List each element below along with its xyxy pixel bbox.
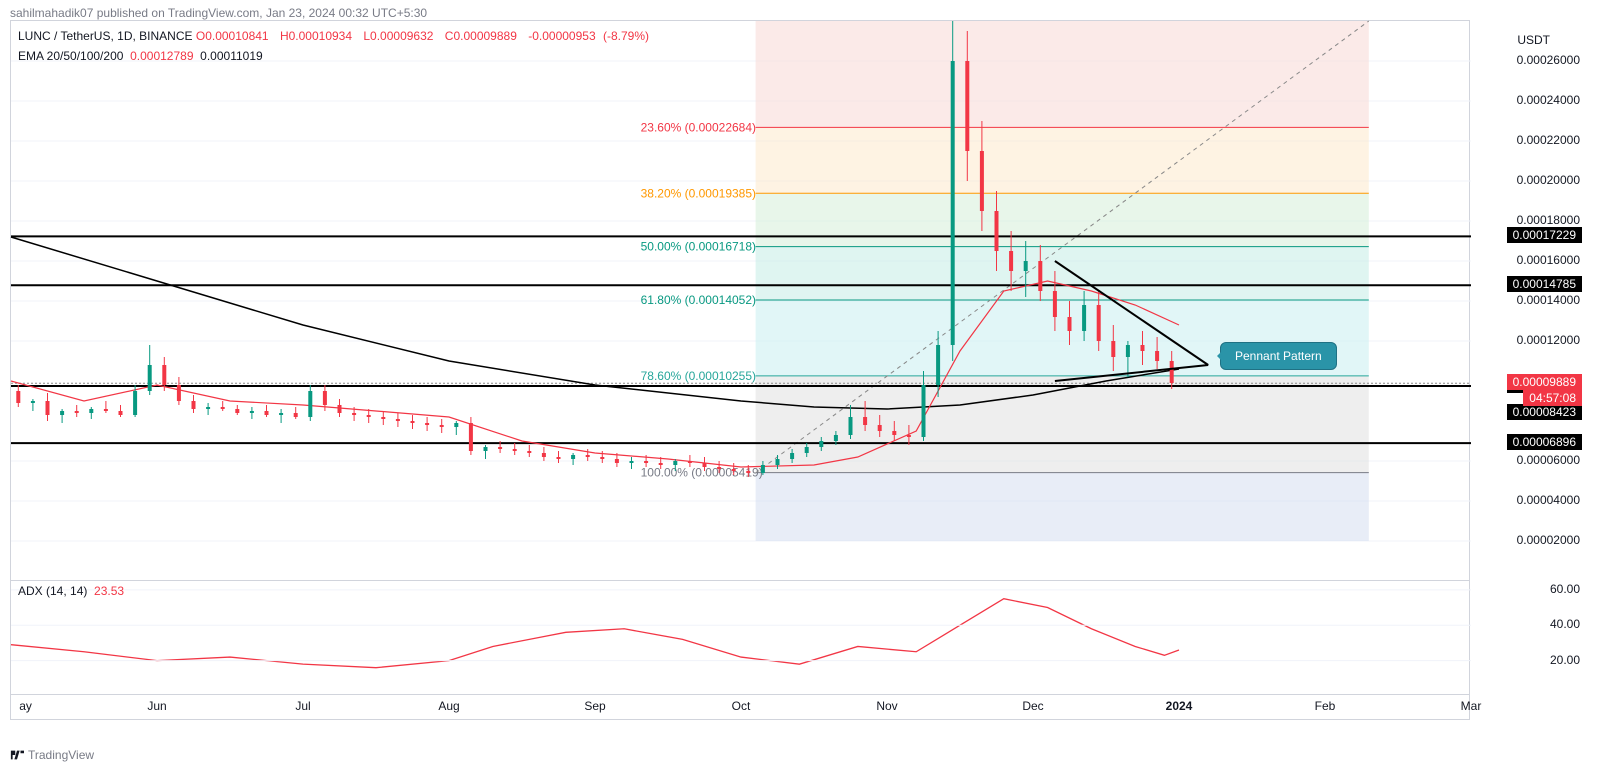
main-price-axis[interactable]: USDT 0.000260000.000240000.000220000.000… [1470, 20, 1590, 580]
svg-text:100.00% (0.00005419): 100.00% (0.00005419) [641, 466, 763, 480]
svg-text:38.20% (0.00019385): 38.20% (0.00019385) [641, 186, 756, 200]
svg-text:61.80% (0.00014052): 61.80% (0.00014052) [641, 293, 756, 307]
adx-legend: ADX (14, 14) 23.53 [18, 584, 124, 598]
svg-text:50.00% (0.00016718): 50.00% (0.00016718) [641, 240, 756, 254]
adx-value: 23.53 [94, 584, 124, 598]
axis-currency-label: USDT [1517, 33, 1550, 47]
publish-info: sahilmahadik07 published on TradingView.… [10, 6, 427, 20]
pennant-pattern-callout[interactable]: Pennant Pattern [1220, 342, 1337, 370]
adx-chart-panel[interactable] [10, 580, 1470, 695]
svg-text:78.60% (0.00010255): 78.60% (0.00010255) [641, 369, 756, 383]
adx-axis[interactable]: 60.0040.0020.00 [1470, 580, 1590, 695]
main-chart-panel[interactable]: 23.60% (0.00022684) 38.20% (0.00019385) 50… [10, 20, 1470, 580]
tradingview-icon [10, 748, 24, 762]
svg-text:23.60% (0.00022684): 23.60% (0.00022684) [641, 120, 756, 134]
footer-text: TradingView [28, 748, 94, 762]
time-axis[interactable]: ayJunJulAugSepOctNovDec2024FebMar [10, 695, 1470, 720]
adx-label: ADX (14, 14) [18, 584, 87, 598]
tradingview-logo: TradingView [10, 748, 94, 762]
